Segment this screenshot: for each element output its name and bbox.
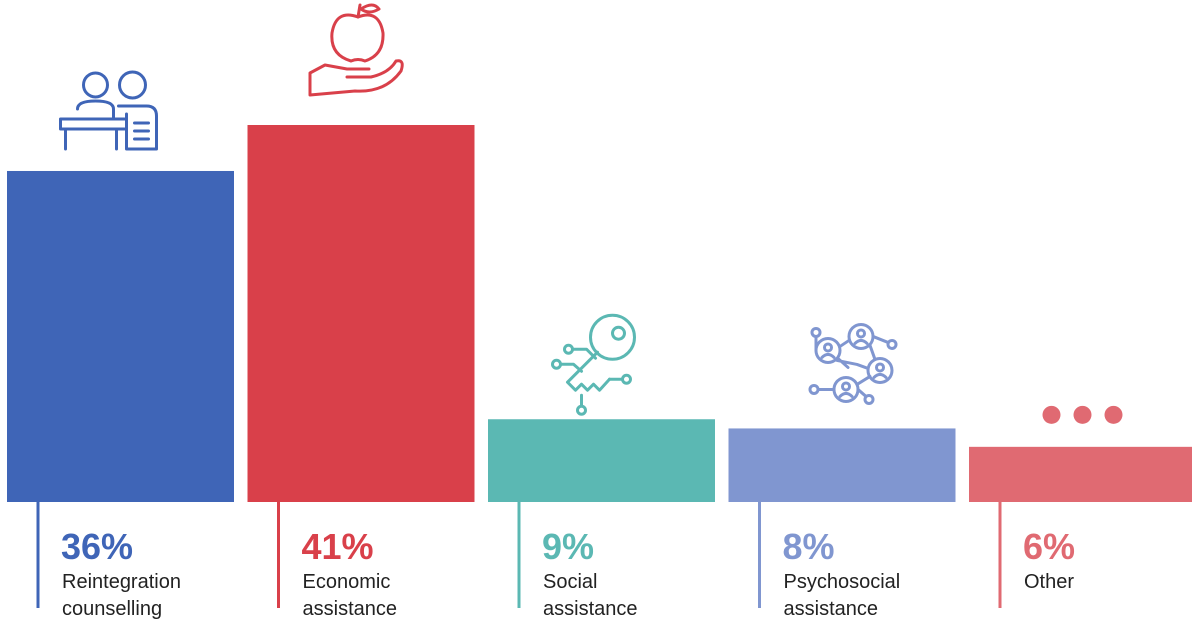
bar-1 — [7, 170, 234, 502]
bar-4 — [728, 428, 956, 502]
ellipsis-icon — [1042, 405, 1123, 424]
value-label-1: 36% — [61, 526, 133, 567]
digital-key-icon — [551, 313, 636, 416]
value-label-4: 8% — [783, 526, 835, 567]
category-label-5: Other — [1024, 571, 1074, 593]
apple-in-hand-icon — [308, 3, 404, 97]
counselling-people-icon — [59, 70, 158, 151]
network-people-icon — [808, 322, 898, 405]
bar-5 — [969, 446, 1192, 502]
bar-2 — [247, 125, 475, 502]
bar-3 — [488, 419, 715, 502]
category-label-4: Psychosocial assistance — [784, 571, 901, 620]
category-label-1: Reintegration counselling — [62, 571, 181, 620]
value-label-3: 9% — [542, 526, 594, 567]
value-label-5: 6% — [1023, 526, 1075, 567]
category-label-2: Economic assistance — [303, 571, 398, 620]
value-label-2: 41% — [302, 526, 374, 567]
category-label-3: Social assistance — [543, 571, 638, 620]
